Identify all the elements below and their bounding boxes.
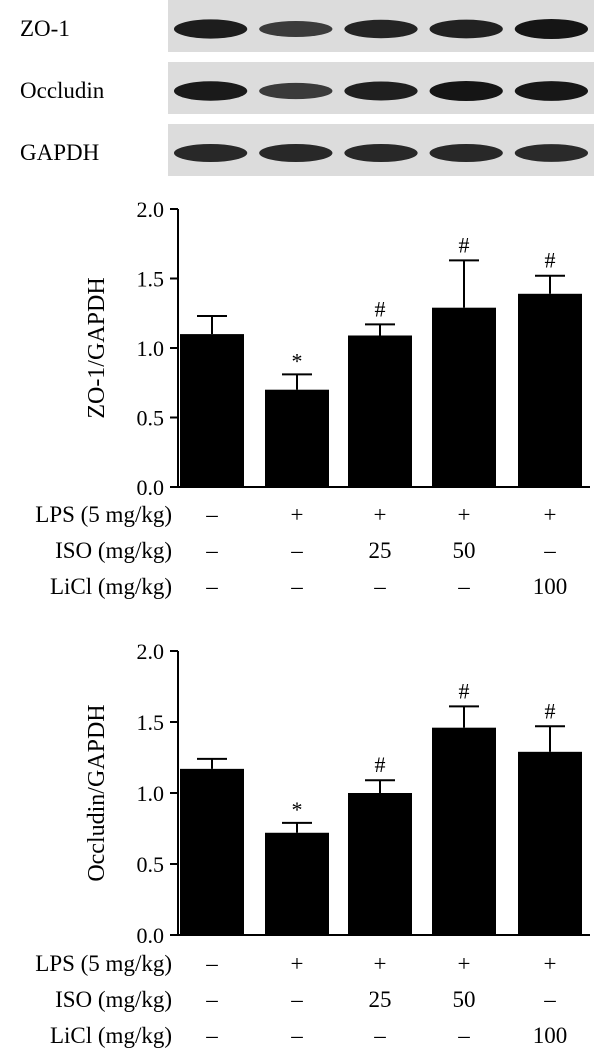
y-tick-label: 0.0 [137, 923, 165, 948]
condition-value: + [374, 951, 387, 976]
bar [180, 768, 244, 935]
y-tick-label: 0.5 [137, 852, 165, 877]
bar [348, 793, 412, 935]
bar [432, 307, 496, 487]
bar [265, 832, 329, 935]
condition-value: 50 [453, 987, 476, 1012]
condition-value: – [543, 987, 556, 1012]
condition-value: – [205, 987, 218, 1012]
condition-value: 50 [453, 538, 476, 563]
condition-value: – [205, 538, 218, 563]
significance-hash: # [545, 698, 556, 723]
y-tick-label: 2.0 [137, 197, 165, 222]
condition-label: ISO (mg/kg) [55, 987, 172, 1012]
bar [265, 389, 329, 487]
significance-hash: # [375, 296, 386, 321]
zo1-bar-chart: 0.0 0.5 1.0 1.5 2.0 ZO-1/GAPDH * # # # LPS (5 mg/k… [35, 197, 590, 599]
condition-value: – [543, 538, 556, 563]
condition-value: 100 [533, 574, 568, 599]
condition-value: – [290, 538, 303, 563]
blot-label: Occludin [20, 78, 105, 103]
condition-label: LiCl (mg/kg) [50, 1023, 172, 1048]
condition-value: – [290, 987, 303, 1012]
condition-label: LPS (5 mg/kg) [35, 951, 172, 976]
condition-value: – [205, 502, 218, 527]
y-tick-label: 1.5 [137, 710, 165, 735]
blot-band [429, 81, 503, 101]
condition-value: – [457, 574, 470, 599]
blot-band [514, 19, 589, 39]
condition-value: – [205, 1023, 218, 1048]
condition-value: + [291, 951, 304, 976]
y-axis-label: ZO-1/GAPDH [84, 277, 110, 418]
condition-value: 25 [369, 538, 392, 563]
blot-band [514, 81, 589, 101]
blot-label: ZO-1 [20, 16, 70, 41]
western-blot-panel: ZO-1 Occludin GAPDH [20, 0, 594, 176]
condition-value: + [544, 951, 557, 976]
condition-value: + [374, 502, 387, 527]
condition-value: 100 [533, 1023, 568, 1048]
y-tick-label: 2.0 [137, 639, 165, 664]
bar [348, 335, 412, 487]
significance-hash: # [459, 232, 470, 257]
condition-value: – [290, 1023, 303, 1048]
significance-star: * [292, 348, 303, 373]
condition-label: ISO (mg/kg) [55, 538, 172, 563]
blot-band [173, 144, 248, 162]
blot-label: GAPDH [20, 140, 99, 165]
y-tick-label: 1.0 [137, 781, 165, 806]
blot-band [173, 81, 248, 101]
blot-band [514, 144, 589, 162]
blot-band [173, 19, 248, 39]
significance-hash: # [459, 678, 470, 703]
bar [518, 293, 582, 487]
condition-value: 25 [369, 987, 392, 1012]
condition-value: – [205, 951, 218, 976]
condition-value: + [291, 502, 304, 527]
blot-band [429, 19, 503, 39]
y-tick-label: 0.5 [137, 406, 165, 431]
y-tick-label: 1.5 [137, 267, 165, 292]
condition-value: + [458, 502, 471, 527]
condition-value: – [457, 1023, 470, 1048]
blot-band [344, 19, 418, 39]
occludin-bar-chart: 0.0 0.5 1.0 1.5 2.0 Occludin/GAPDH * # # # LPS (5 … [35, 639, 590, 1048]
condition-value: + [544, 502, 557, 527]
condition-value: – [373, 1023, 386, 1048]
condition-value: – [205, 574, 218, 599]
condition-label: LiCl (mg/kg) [50, 574, 172, 599]
blot-band [259, 82, 333, 100]
significance-star: * [292, 797, 303, 822]
blot-band [429, 144, 503, 162]
condition-label: LPS (5 mg/kg) [35, 502, 172, 527]
blot-band [344, 81, 418, 101]
condition-value: – [290, 574, 303, 599]
bar [518, 751, 582, 935]
bar [432, 727, 496, 935]
y-axis-label: Occludin/GAPDH [84, 704, 110, 881]
significance-hash: # [545, 248, 556, 273]
y-tick-label: 0.0 [137, 475, 165, 500]
significance-hash: # [375, 752, 386, 777]
condition-value: – [373, 574, 386, 599]
blot-band [259, 21, 333, 37]
y-tick-label: 1.0 [137, 336, 165, 361]
bar [180, 334, 244, 487]
condition-value: + [458, 951, 471, 976]
blot-band [259, 144, 333, 162]
blot-band [344, 144, 418, 162]
